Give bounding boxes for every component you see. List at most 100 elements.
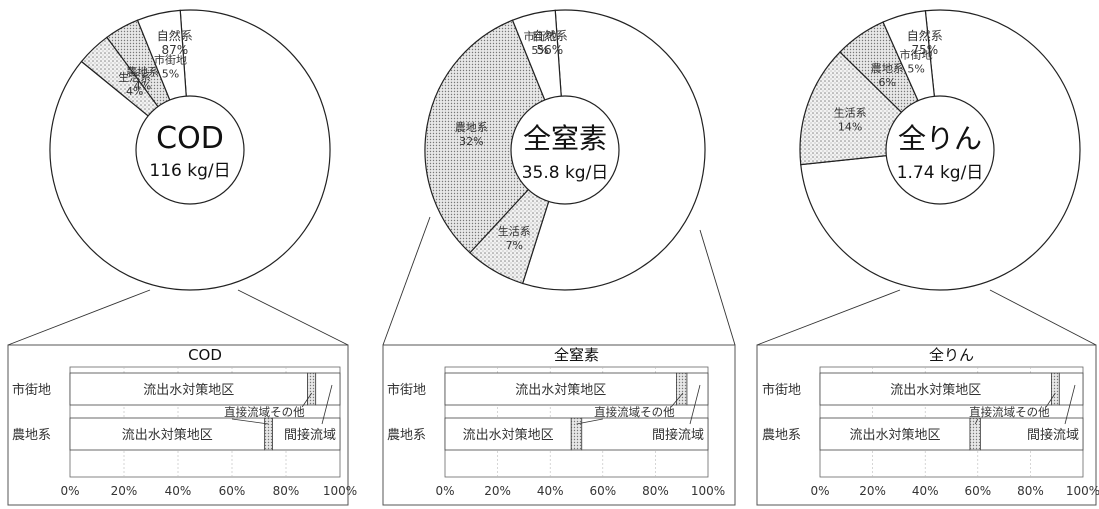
pie-center-value: 116 kg/日 — [149, 161, 230, 181]
pie-slice-percent: 4% — [126, 85, 143, 98]
bar-category-label: 市街地 — [387, 382, 426, 398]
bar-segment — [819, 417, 971, 451]
connector-line — [237, 289, 349, 346]
bar-segment — [69, 372, 309, 406]
bar-segment — [1058, 372, 1084, 406]
bar-arrow — [974, 418, 979, 425]
bar-x-tick-label: 0% — [810, 484, 829, 498]
bar-x-tick-label: 40% — [165, 484, 192, 498]
bar-indirect-label: 間接流域 — [1027, 427, 1079, 443]
bar-x-tick-label: 80% — [642, 484, 669, 498]
bar-segment — [570, 417, 583, 451]
bar-x-tick-label: 100% — [1066, 484, 1099, 498]
bar-direct-other-label: 直接流域その他 — [594, 405, 675, 419]
pie-center-title: COD — [156, 121, 224, 156]
pie-slice-percent: 6% — [879, 76, 896, 89]
pie-slice-percent: 87% — [161, 43, 188, 57]
bar-segment — [980, 417, 1084, 451]
bar-x-tick-label: 60% — [964, 484, 991, 498]
connector-line — [756, 289, 901, 346]
bar-arrow — [1064, 384, 1076, 425]
bar-segment-label: 流出水対策地区 — [515, 382, 606, 398]
bar-segment — [686, 372, 709, 406]
bar-segment-label: 流出水対策地区 — [463, 427, 554, 443]
pie-slice-percent: 7% — [506, 239, 523, 252]
bar-category-label: 農地系 — [387, 428, 426, 443]
bar-category-label: 農地系 — [762, 428, 801, 443]
connector-line — [989, 289, 1097, 346]
pie-center-value: 1.74 kg/日 — [897, 163, 984, 183]
bar-segment — [307, 372, 317, 406]
pie-center-title: 全りん — [898, 122, 982, 155]
bar-direct-other-label: 直接流域その他 — [224, 405, 305, 419]
bar-x-tick-label: 100% — [691, 484, 725, 498]
bar-category-label: 農地系 — [12, 428, 51, 443]
pie-slice-label: 市街地 — [900, 48, 933, 62]
pie-center-value: 35.8 kg/日 — [522, 163, 609, 183]
bar-x-tick-label: 80% — [273, 484, 300, 498]
pie-slice-label: 自然系 — [157, 28, 193, 43]
bar-segment-label: 流出水対策地区 — [143, 382, 234, 398]
bar-x-tick-label: 100% — [323, 484, 357, 498]
pie-center-hole — [135, 95, 245, 205]
bar-x-tick-label: 20% — [111, 484, 138, 498]
connector-line — [7, 289, 151, 346]
bar-x-tick-label: 0% — [435, 484, 454, 498]
bar-segment — [581, 417, 709, 451]
bar-x-tick-label: 60% — [219, 484, 246, 498]
pie-slice-label: 市街地 — [524, 29, 557, 43]
bar-panel-title: 全窒素 — [554, 346, 599, 364]
bar-x-tick-label: 60% — [589, 484, 616, 498]
bar-panel-title: COD — [188, 346, 222, 364]
bar-segment — [444, 372, 677, 406]
bar-category-label: 市街地 — [12, 382, 51, 398]
pie-slice-percent: 75% — [911, 43, 938, 57]
connector-line — [699, 229, 736, 346]
pie-slice-label: 農地系 — [871, 61, 904, 75]
pie-slice-label: 生活系 — [498, 224, 531, 238]
bar-panel-title: 全りん — [929, 346, 974, 364]
bar-x-tick-label: 80% — [1017, 484, 1044, 498]
bar-x-tick-label: 20% — [484, 484, 511, 498]
bar-x-tick-label: 0% — [60, 484, 79, 498]
bar-segment-label: 流出水対策地区 — [890, 382, 981, 398]
bar-arrow — [321, 384, 333, 425]
bar-arrow — [1045, 392, 1056, 408]
bar-arrow — [576, 418, 603, 425]
pie-slice-percent: 4% — [134, 79, 151, 92]
bar-segment — [263, 417, 273, 451]
bar-segment-label: 流出水対策地区 — [849, 427, 940, 443]
pie-slice-percent: 14% — [838, 121, 862, 134]
bar-category-label: 市街地 — [762, 382, 801, 398]
pie-center-hole — [885, 95, 995, 205]
bar-segment — [969, 417, 981, 451]
pie-center-title: 全窒素 — [523, 122, 607, 155]
pie-slice-percent: 5% — [907, 63, 924, 76]
bar-arrow — [301, 392, 313, 408]
pie-slice-label: 農地系 — [126, 64, 159, 78]
bar-segment — [676, 372, 688, 406]
bar-x-tick-label: 40% — [912, 484, 939, 498]
bar-segment — [315, 372, 341, 406]
pie-slice-label: 自然系 — [532, 28, 568, 43]
pie-slice-percent: 32% — [459, 135, 483, 148]
pie-slice-label: 自然系 — [907, 28, 943, 43]
bar-segment — [272, 417, 341, 451]
bar-segment-label: 流出水対策地区 — [122, 427, 213, 443]
bar-direct-other-label: 直接流域その他 — [969, 405, 1050, 419]
bar-arrow — [670, 392, 684, 408]
bar-arrow — [689, 384, 701, 425]
pie-slice-label: 生活系 — [834, 106, 867, 120]
bar-indirect-label: 間接流域 — [284, 427, 336, 443]
bar-indirect-label: 間接流域 — [652, 427, 704, 443]
bar-segment — [444, 417, 572, 451]
pie-slice-percent: 5% — [162, 67, 179, 80]
pie-slice-percent: 5% — [531, 44, 548, 57]
pie-slice-label: 生活系 — [118, 70, 151, 84]
